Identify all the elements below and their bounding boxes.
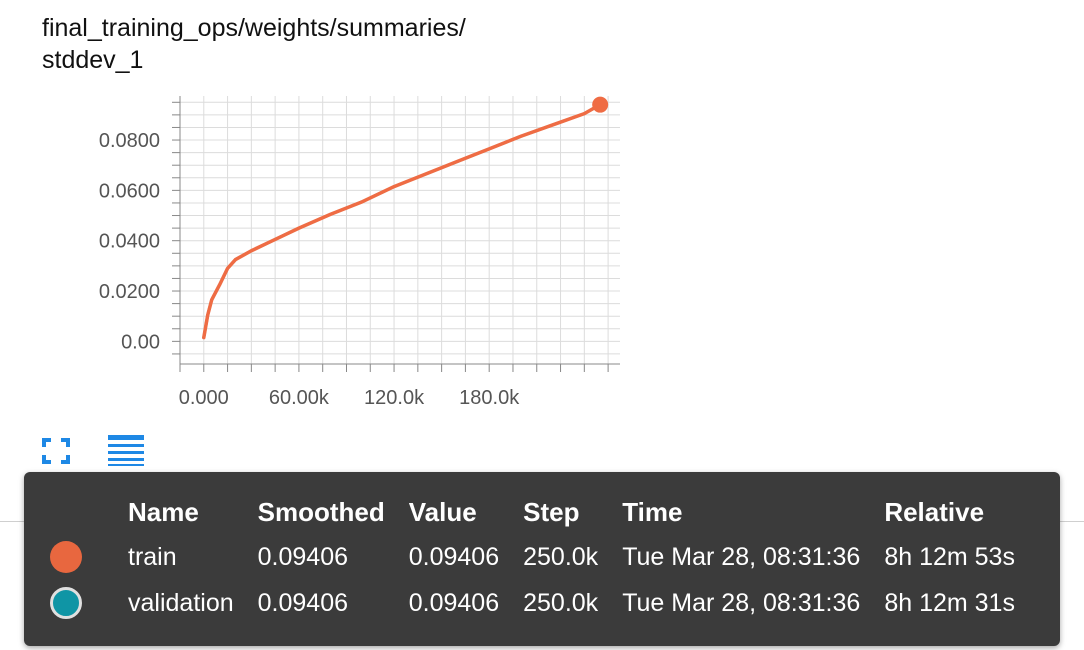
row-relative: 8h 12m 53s — [884, 542, 1015, 571]
series-point-train — [592, 96, 609, 113]
tooltip-header-step: Step — [523, 496, 580, 527]
data-table-menu-icon — [108, 435, 144, 466]
tooltip-header-relative: Relative — [884, 496, 985, 527]
row-smoothed: 0.09406 — [257, 542, 349, 571]
validation-swatch-icon — [50, 587, 82, 619]
y-tick-label: 0.0200 — [99, 281, 160, 303]
tooltip-header-name: Name — [128, 496, 199, 527]
expand-chart-button[interactable] — [40, 436, 72, 466]
train-swatch-icon — [50, 541, 82, 573]
tooltip-row-train: train 0.09406 0.09406 250.0k Tue Mar 28,… — [40, 534, 1027, 580]
row-step: 250.0k — [523, 588, 599, 617]
chart-title: final_training_ops/weights/summaries/ st… — [42, 12, 562, 76]
chart-grid — [179, 96, 620, 364]
line-chart[interactable]: 0.00 0.0200 0.0400 0.0600 0.0800 0.000 60.00k 1… — [0, 0, 1084, 420]
row-name: train — [128, 542, 177, 571]
series-line-train — [202, 102, 602, 340]
x-tick-label: 180.0k — [459, 387, 520, 409]
x-tick-label: 60.00k — [269, 387, 330, 409]
y-tick-label: 0.0400 — [99, 231, 160, 253]
tooltip-header-swatch — [40, 490, 116, 534]
tooltip-header-value: Value — [408, 496, 477, 527]
row-value: 0.09406 — [408, 588, 500, 617]
row-step: 250.0k — [523, 542, 599, 571]
row-value: 0.09406 — [408, 542, 500, 571]
tooltip-header-row: Name Smoothed Value Step Time Relative — [40, 490, 1027, 534]
tooltip-table: Name Smoothed Value Step Time Relative t… — [40, 490, 1027, 626]
chart-series — [202, 96, 609, 340]
chart-axes — [172, 96, 620, 372]
y-tick-label: 0.0600 — [99, 180, 160, 202]
tooltip-row-validation: validation 0.09406 0.09406 250.0k Tue Ma… — [40, 580, 1027, 626]
x-tick-label: 0.000 — [179, 387, 229, 409]
y-tick-label: 0.00 — [121, 331, 160, 353]
x-tick-label: 120.0k — [364, 387, 425, 409]
chart-tick-labels: 0.00 0.0200 0.0400 0.0600 0.0800 0.000 60.00k 1… — [99, 130, 520, 409]
tooltip-header-smoothed: Smoothed — [257, 496, 385, 527]
toggle-data-table-button[interactable] — [106, 434, 146, 466]
row-time: Tue Mar 28, 08:31:36 — [622, 542, 861, 571]
fullscreen-expand-icon — [42, 438, 70, 464]
chart-tooltip: Name Smoothed Value Step Time Relative t… — [24, 472, 1060, 646]
row-smoothed: 0.09406 — [257, 588, 349, 617]
chart-title-line-1: final_training_ops/weights/summaries/ — [42, 14, 466, 42]
row-relative: 8h 12m 31s — [884, 588, 1015, 617]
tooltip-header-time: Time — [622, 496, 683, 527]
y-tick-label: 0.0800 — [99, 130, 160, 152]
row-time: Tue Mar 28, 08:31:36 — [622, 588, 861, 617]
row-name: validation — [128, 588, 234, 617]
chart-title-line-2: stddev_1 — [42, 46, 144, 74]
